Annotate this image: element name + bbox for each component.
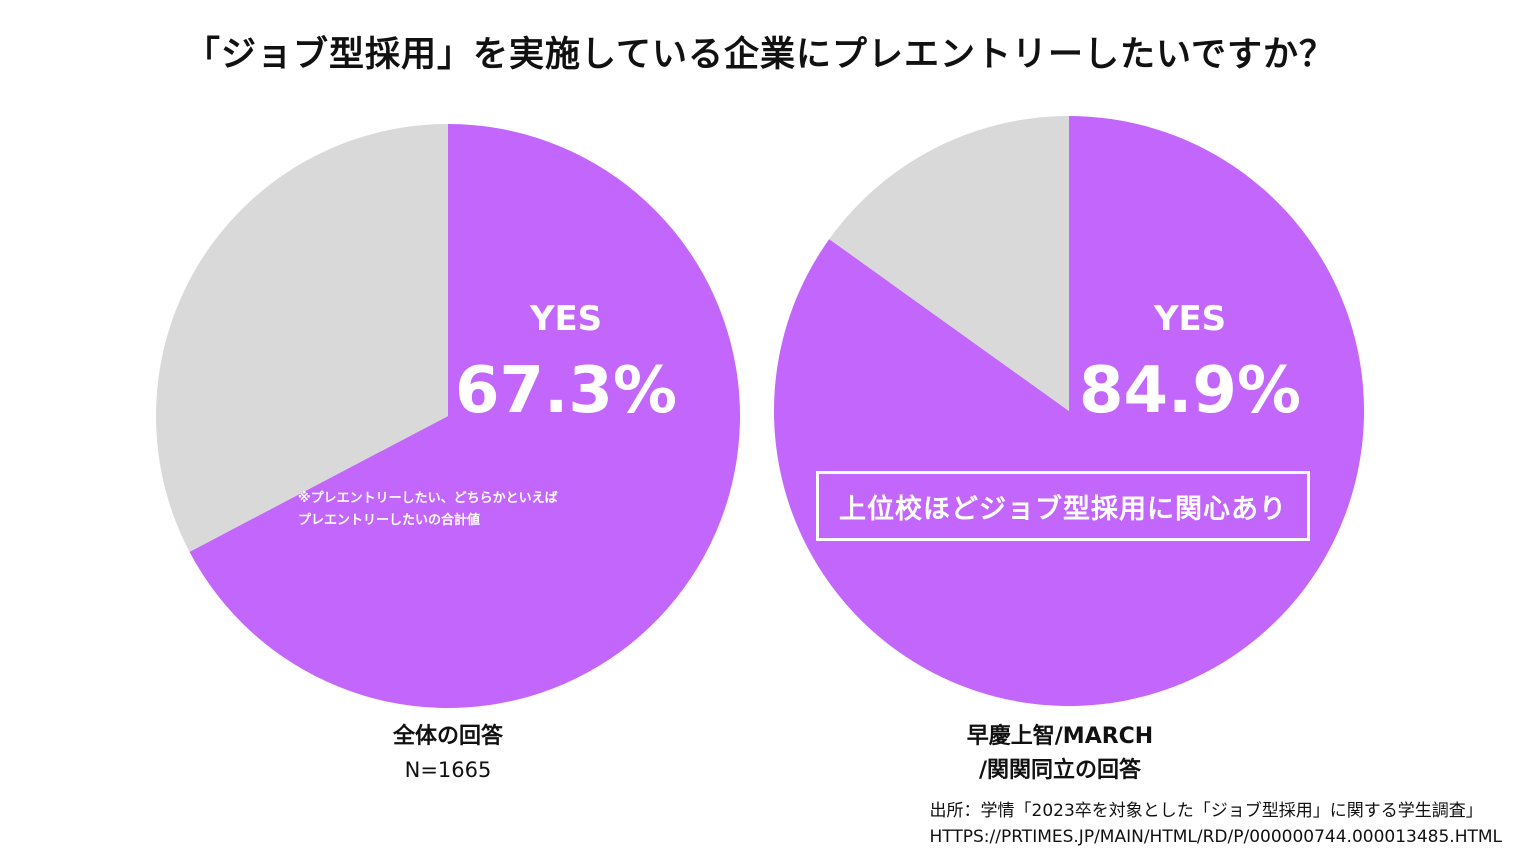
caption-top-schools-line-2: /関関同立の回答: [978, 758, 1142, 783]
callout-box: 上位校ほどジョブ型採用に関心あり: [816, 471, 1310, 541]
source-citation: 出所：学情「2023卒を対象とした「ジョブ型採用」に関する学生調査」 HTTPS…: [930, 798, 1503, 850]
slice-value-yes: 84.9%: [1079, 354, 1301, 428]
pie-slice-other: [829, 115, 1069, 411]
chart-title: 「ジョブ型採用」を実施している企業にプレエントリーしたいですか？: [185, 35, 1335, 75]
caption-top-schools: 早慶上智/MARCH /関関同立の回答: [890, 720, 1230, 788]
note-line-2: プレエントリーしたいの合計値: [298, 513, 481, 528]
caption-overall: 全体の回答: [392, 724, 503, 749]
pie-slice-yes: [189, 124, 741, 708]
pie-chart-overall: YES 67.3%: [155, 123, 741, 708]
sample-size: N=1665: [404, 758, 492, 782]
slice-value-yes: 67.3%: [455, 354, 677, 428]
caption-top-schools-line-1: 早慶上智/MARCH: [966, 724, 1154, 749]
source-line-1: 出所：学情「2023卒を対象とした「ジョブ型採用」に関する学生調査」: [929, 801, 1483, 821]
slice-label-yes: YES: [1153, 299, 1226, 339]
pie-chart-top-schools: YES 84.9%: [774, 115, 1364, 706]
pie-slice-other: [155, 123, 448, 552]
note-line-1: ※プレエントリーしたい、どちらかといえば: [298, 491, 558, 506]
yes-definition-note: ※プレエントリーしたい、どちらかといえば プレエントリーしたいの合計値: [298, 488, 678, 532]
slice-label-yes: YES: [529, 299, 602, 339]
source-line-2: HTTPS://PRTIMES.JP/MAIN/HTML/RD/P/000000…: [929, 827, 1503, 847]
